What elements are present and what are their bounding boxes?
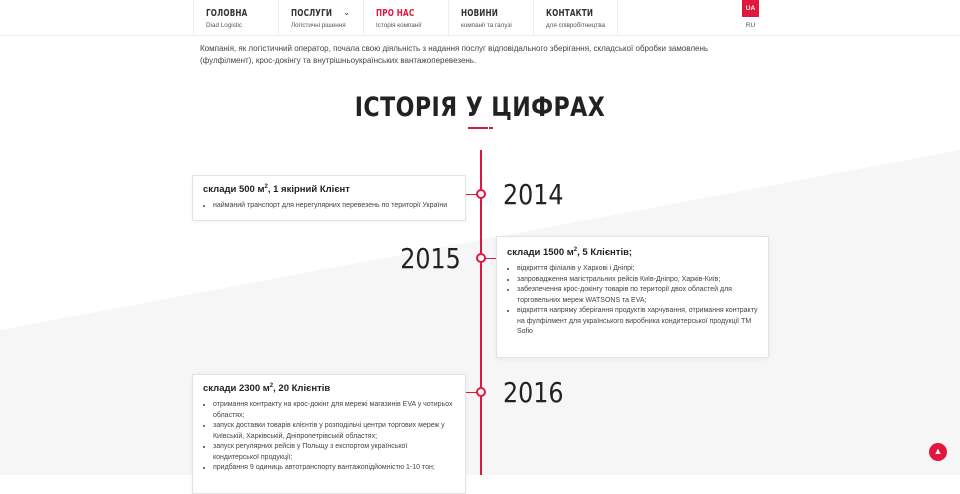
section-title: ІСТОРІЯ У ЦИФРАХ (354, 92, 606, 123)
timeline-card: склади 1500 м2, 5 Клієнтів; відкриття фі… (496, 236, 769, 358)
timeline-dot (476, 189, 486, 199)
chevron-up-icon: ▲ (933, 446, 943, 456)
nav-title: НОВИНИ (461, 8, 499, 19)
lang-ua-button[interactable]: UA (742, 0, 759, 17)
nav-item-services[interactable]: ПОСЛУГИ Логістичні рішення ⌄ (278, 0, 363, 35)
connector (466, 194, 478, 195)
year-label: 2016 (503, 376, 564, 409)
nav-subtitle: для співробітництва (546, 22, 605, 29)
list-item: запуск регулярних рейсів у Польщу з експ… (213, 442, 455, 463)
list-item: придбання 9 одиниць автотранспорту ванта… (213, 463, 455, 474)
card-heading: склади 2300 м2, 20 Клієнтів (203, 383, 331, 395)
nav-subtitle: компанії та галузі (461, 22, 512, 29)
card-heading: склади 1500 м2, 5 Клієнтів; (507, 247, 633, 259)
nav-subtitle: Diad Logistic (206, 22, 243, 29)
year-label: 2015 (400, 242, 461, 275)
year-label: 2014 (503, 178, 564, 211)
timeline-card: склади 2300 м2, 20 Клієнтів отримання ко… (192, 374, 466, 494)
nav-item-contacts[interactable]: КОНТАКТИ для співробітництва (533, 0, 618, 35)
list-item: відкриття філіалів у Харкові і Дніпрі; (517, 264, 758, 275)
nav-title: ПОСЛУГИ (291, 8, 333, 19)
title-underline-dot (489, 127, 493, 129)
lang-ru-button[interactable]: RU (745, 22, 756, 29)
timeline-dot (476, 253, 486, 263)
top-nav: ГОЛОВНА Diad Logistic ПОСЛУГИ Логістичні р… (0, 0, 960, 36)
list-item: запровадження магістральних рейсів Київ-… (517, 275, 758, 286)
timeline-card: склади 500 м2, 1 якірний Клієнт найманий… (192, 175, 466, 221)
chevron-down-icon: ⌄ (343, 8, 350, 17)
list-item: запуск доставки товарів клієнтів у розпо… (213, 421, 455, 442)
nav-item-about[interactable]: ПРО НАС Історія компанії (363, 0, 448, 35)
nav-subtitle: Логістичні рішення (291, 22, 346, 29)
card-heading: склади 500 м2, 1 якірний Клієнт (203, 184, 350, 196)
nav-title: ПРО НАС (376, 8, 415, 19)
nav-item-news[interactable]: НОВИНИ компанії та галузі (448, 0, 533, 35)
nav-subtitle: Історія компанії (376, 22, 422, 29)
nav-item-home[interactable]: ГОЛОВНА Diad Logistic (193, 0, 278, 35)
nav-title: ГОЛОВНА (206, 8, 248, 19)
connector (484, 258, 496, 259)
list-item: забезпечення крос-докінгу товарів по тер… (517, 285, 758, 306)
list-item: найманий транспорт для нерегулярних пере… (213, 201, 455, 212)
list-item: відкриття напряму зберігання продуктів х… (517, 306, 758, 338)
timeline-line (480, 150, 482, 475)
scroll-top-button[interactable]: ▲ (929, 443, 947, 461)
nav-title: КОНТАКТИ (546, 8, 594, 19)
list-item: отримання контракту на крос-докінг для м… (213, 400, 455, 421)
connector (466, 392, 478, 393)
timeline-dot (476, 387, 486, 397)
intro-text: Компанія, як логістичний оператор, почал… (200, 44, 709, 65)
title-underline (468, 127, 488, 129)
